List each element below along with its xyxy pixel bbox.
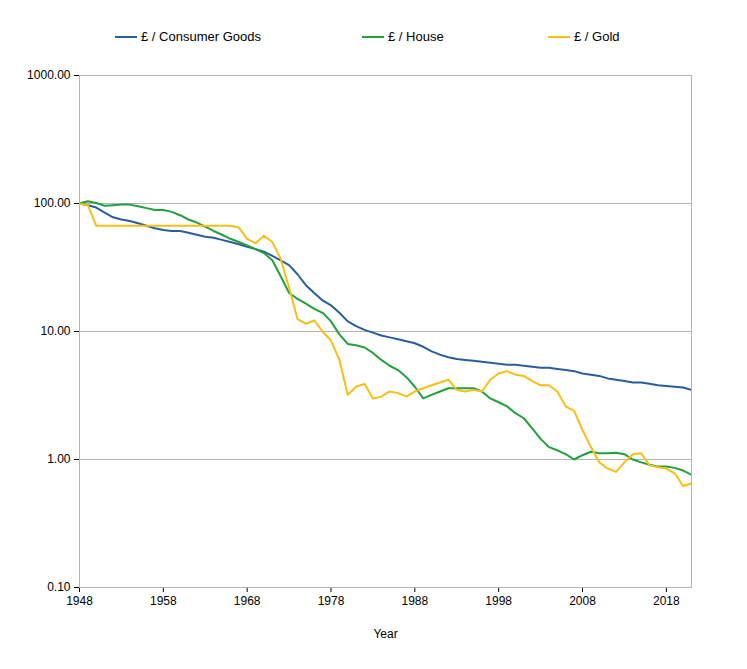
svg-text:1998: 1998 (485, 594, 512, 608)
svg-text:100.00: 100.00 (34, 196, 71, 210)
svg-text:Year: Year (373, 627, 397, 641)
svg-text:1958: 1958 (150, 594, 177, 608)
html-text:£ / House: £ / House (388, 29, 444, 44)
svg-text:1978: 1978 (318, 594, 345, 608)
svg-text:1968: 1968 (234, 594, 261, 608)
html-text:£ / Gold: £ / Gold (574, 29, 620, 44)
svg-text:1948: 1948 (66, 594, 93, 608)
svg-text:10.00: 10.00 (40, 324, 70, 338)
svg-text:1988: 1988 (401, 594, 428, 608)
svg-text:2018: 2018 (653, 594, 680, 608)
svg-text:2008: 2008 (569, 594, 596, 608)
svg-text:0.10: 0.10 (47, 580, 71, 594)
svg-text:1.00: 1.00 (47, 452, 71, 466)
html-text:£ / Consumer Goods: £ / Consumer Goods (141, 29, 261, 44)
svg-text:1000.00: 1000.00 (27, 68, 71, 82)
